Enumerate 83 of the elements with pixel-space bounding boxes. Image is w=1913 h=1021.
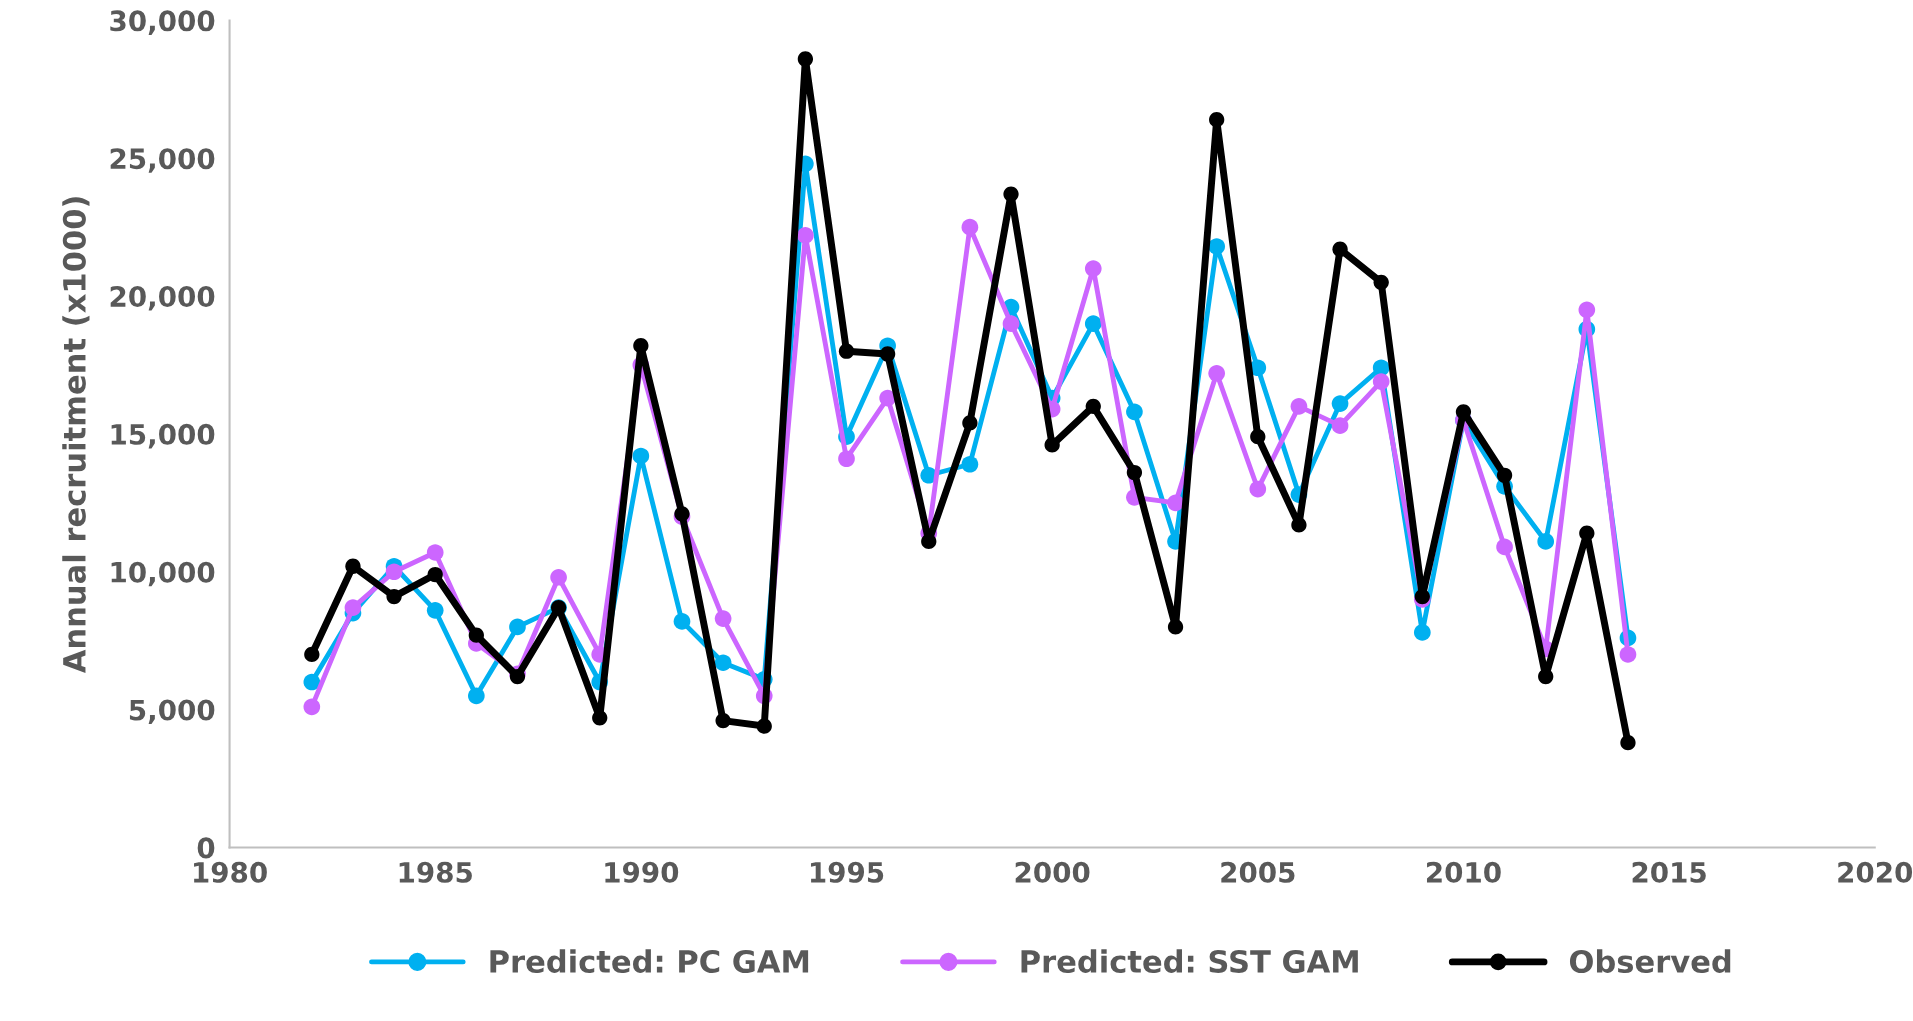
point bbox=[921, 533, 937, 550]
point bbox=[303, 673, 321, 691]
point bbox=[1209, 112, 1225, 128]
point bbox=[1126, 464, 1143, 481]
y-tick-label: 5,000 bbox=[129, 699, 215, 725]
point bbox=[1373, 274, 1389, 290]
point bbox=[1290, 398, 1308, 415]
point bbox=[1372, 373, 1390, 390]
point bbox=[1331, 417, 1349, 434]
y-tick-label: 25,000 bbox=[110, 148, 215, 173]
point bbox=[1496, 467, 1513, 483]
y-tick-label: 30,000 bbox=[110, 10, 215, 35]
legend-label: Predicted: PC GAM bbox=[490, 949, 809, 974]
point bbox=[386, 588, 402, 605]
point bbox=[1044, 437, 1060, 453]
point bbox=[345, 558, 361, 574]
y-tick-label: 15,000 bbox=[111, 423, 215, 449]
point bbox=[509, 618, 526, 636]
point bbox=[1538, 668, 1554, 685]
point bbox=[797, 51, 814, 67]
point bbox=[468, 687, 485, 705]
y-axis-title: Annual recruitment (x1000) bbox=[62, 197, 90, 674]
x-tick-label: 1985 bbox=[399, 861, 472, 883]
point bbox=[714, 610, 732, 627]
point bbox=[468, 627, 484, 643]
point bbox=[385, 563, 403, 581]
point bbox=[592, 710, 608, 726]
x-tick-label: 2005 bbox=[1221, 861, 1295, 883]
point bbox=[1620, 735, 1636, 751]
point bbox=[632, 447, 650, 465]
point bbox=[1455, 404, 1472, 420]
point bbox=[1496, 538, 1513, 556]
point bbox=[1002, 315, 1020, 332]
legend-label: Predicted: SST GAM bbox=[1021, 949, 1358, 974]
point bbox=[550, 568, 567, 586]
point bbox=[1126, 403, 1143, 421]
y-tick-label: 0 bbox=[197, 837, 215, 859]
point bbox=[961, 455, 979, 473]
point bbox=[1413, 624, 1431, 641]
x-tick-label: 1990 bbox=[605, 861, 679, 883]
x-tick-label: 2000 bbox=[1015, 861, 1090, 883]
x-tick-label: 1980 bbox=[194, 861, 267, 883]
point bbox=[1167, 619, 1184, 635]
point bbox=[1291, 517, 1307, 533]
point bbox=[715, 712, 731, 729]
point bbox=[879, 346, 896, 362]
point bbox=[1167, 494, 1184, 512]
point bbox=[962, 415, 978, 431]
x-tick-label: 1995 bbox=[810, 861, 884, 883]
point bbox=[961, 218, 979, 236]
point bbox=[756, 718, 772, 734]
point bbox=[344, 599, 362, 616]
point bbox=[1332, 241, 1348, 257]
x-tick-label: 2015 bbox=[1632, 861, 1706, 883]
point bbox=[1208, 238, 1225, 255]
point bbox=[1084, 315, 1102, 332]
point bbox=[633, 338, 649, 354]
point bbox=[1250, 429, 1266, 445]
point bbox=[797, 227, 814, 244]
point bbox=[427, 566, 443, 583]
point bbox=[838, 450, 855, 468]
point bbox=[1579, 525, 1595, 541]
y-tick-label: 20,000 bbox=[110, 286, 215, 311]
point bbox=[1331, 395, 1349, 412]
point bbox=[1249, 480, 1267, 498]
point bbox=[303, 698, 321, 716]
legend-label: Observed bbox=[1569, 949, 1731, 974]
point bbox=[426, 602, 444, 619]
x-tick-label: 2010 bbox=[1426, 861, 1501, 883]
point bbox=[1619, 646, 1637, 663]
point bbox=[673, 613, 691, 630]
point bbox=[838, 343, 855, 359]
point bbox=[1537, 533, 1555, 550]
point bbox=[1208, 364, 1225, 382]
point bbox=[714, 654, 732, 672]
point bbox=[1578, 301, 1596, 319]
point bbox=[304, 646, 320, 663]
point bbox=[1003, 186, 1019, 202]
point bbox=[426, 544, 444, 561]
point bbox=[1085, 398, 1101, 414]
x-tick-label: 2020 bbox=[1838, 861, 1913, 883]
y-tick-label: 10,000 bbox=[111, 561, 215, 587]
point bbox=[1084, 260, 1102, 277]
